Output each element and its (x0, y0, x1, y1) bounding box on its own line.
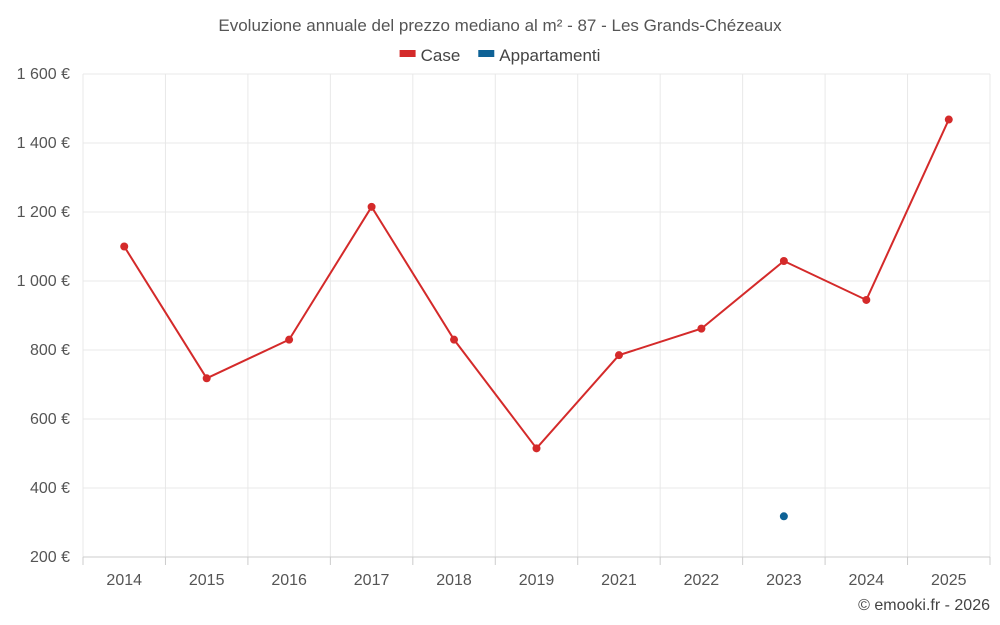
x-tick-label: 2023 (766, 572, 802, 589)
y-tick-label: 1 200 € (17, 204, 70, 221)
legend-label: Case (421, 46, 461, 65)
chart-credit: © emooki.fr - 2026 (858, 597, 990, 614)
y-axis-ticks: 200 € 400 € 600 € 800 € 1 000 € 1 200 € 1 400 … (17, 66, 70, 566)
series-layer (120, 115, 953, 521)
data-point[interactable] (614, 351, 623, 360)
y-gridlines (83, 73, 990, 489)
data-point[interactable] (367, 202, 376, 211)
legend-item[interactable]: Appartamenti (478, 46, 600, 65)
y-tick-label: 600 € (30, 411, 70, 428)
legend-swatch (399, 50, 416, 57)
x-axis-ticks: 2014 2015 2016 2017 2018 2019 2021 2022 2023 2024… (82, 557, 991, 589)
chart-title: Evoluzione annuale del prezzo mediano al… (218, 16, 782, 35)
x-tick-label: 2019 (519, 572, 555, 589)
x-tick-label: 2016 (271, 572, 307, 589)
series-case (120, 115, 953, 453)
data-point[interactable] (532, 444, 541, 453)
legend-swatch (478, 50, 495, 57)
y-tick-label: 1 600 € (17, 66, 70, 83)
data-point[interactable] (944, 115, 953, 124)
x-tick-label: 2014 (106, 572, 142, 589)
y-tick-label: 400 € (30, 480, 70, 497)
x-tick-label: 2025 (931, 572, 967, 589)
data-point[interactable] (697, 324, 706, 333)
series-appartamenti (779, 512, 788, 521)
data-point[interactable] (779, 512, 788, 521)
legend-item[interactable]: Case (399, 46, 461, 65)
y-tick-label: 200 € (30, 549, 70, 566)
x-tick-label: 2017 (354, 572, 390, 589)
y-tick-label: 1 000 € (17, 273, 70, 290)
x-tick-label: 2024 (849, 572, 885, 589)
legend: Case Appartamenti (399, 46, 600, 65)
data-point[interactable] (285, 335, 294, 344)
data-point[interactable] (120, 242, 129, 251)
x-gridlines (82, 74, 991, 557)
data-point[interactable] (862, 295, 871, 304)
x-tick-label: 2021 (601, 572, 637, 589)
x-tick-label: 2015 (189, 572, 225, 589)
y-tick-label: 800 € (30, 342, 70, 359)
data-point[interactable] (450, 335, 459, 344)
legend-label: Appartamenti (499, 46, 600, 65)
data-point[interactable] (779, 256, 788, 265)
data-point[interactable] (202, 374, 211, 383)
x-tick-label: 2018 (436, 572, 472, 589)
y-tick-label: 1 400 € (17, 135, 70, 152)
x-tick-label: 2022 (684, 572, 720, 589)
